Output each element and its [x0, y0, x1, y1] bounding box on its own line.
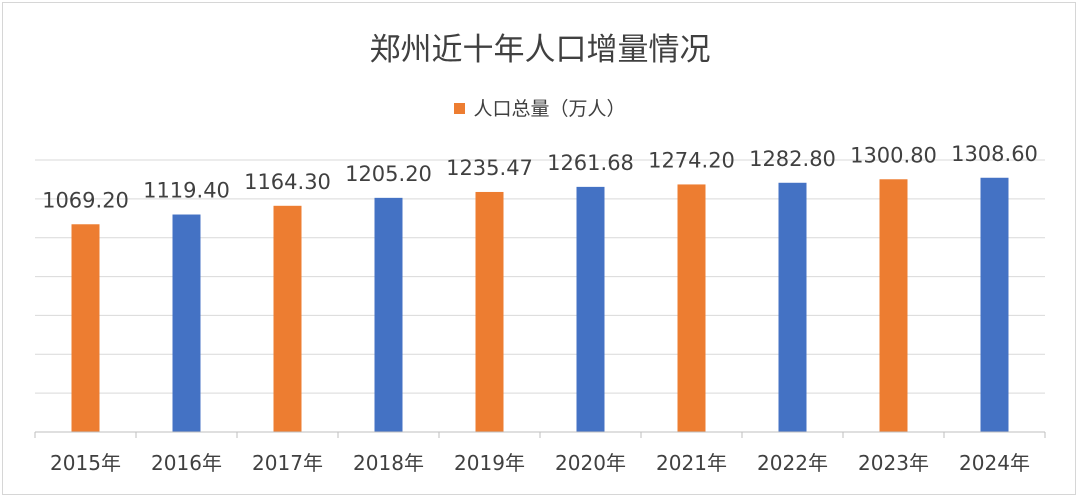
- x-tick-label-6: 2021年: [656, 451, 727, 475]
- data-label-8: 1300.80: [850, 143, 937, 167]
- legend-swatch: [454, 103, 466, 114]
- legend: 人口总量（万人）: [0, 94, 1080, 121]
- x-tick-label-4: 2019年: [454, 451, 525, 475]
- bar-1: [172, 214, 201, 432]
- x-tick-label-5: 2020年: [555, 451, 626, 475]
- x-tick-label-3: 2018年: [353, 451, 424, 475]
- chart-title: 郑州近十年人口增量情况: [369, 32, 711, 68]
- bar-5: [576, 186, 605, 432]
- bar-7: [778, 182, 807, 432]
- data-label-9: 1308.60: [951, 142, 1038, 166]
- bar-3: [374, 197, 403, 432]
- data-label-1: 1119.40: [143, 179, 230, 203]
- data-label-4: 1235.47: [446, 156, 533, 180]
- legend-label: 人口总量（万人）: [473, 98, 626, 120]
- x-tick-label-8: 2023年: [858, 451, 929, 475]
- data-label-7: 1282.80: [749, 147, 836, 171]
- bar-8: [879, 179, 908, 432]
- x-tick-label-0: 2015年: [50, 451, 121, 475]
- bars: [71, 177, 1009, 432]
- x-tick-label-1: 2016年: [151, 451, 222, 475]
- x-tick-label-7: 2022年: [757, 451, 828, 475]
- bar-0: [71, 224, 100, 432]
- data-labels: 1069.20 1119.40 1164.30 1205.20 1235.47 1261.…: [42, 142, 1038, 213]
- bar-2: [273, 205, 302, 432]
- x-axis: [34, 431, 1046, 438]
- x-tick-label-9: 2024年: [959, 451, 1030, 475]
- data-label-5: 1261.68: [547, 151, 634, 175]
- data-label-6: 1274.20: [648, 148, 735, 172]
- x-tick-labels: 2015年 2016年 2017年 2018年 2019年 2020年 2021年 2022年…: [50, 451, 1030, 475]
- bar-9: [980, 177, 1009, 432]
- data-label-0: 1069.20: [42, 188, 129, 212]
- bar-6: [677, 184, 706, 432]
- x-tick-label-2: 2017年: [252, 451, 323, 475]
- bar-4: [475, 191, 504, 432]
- data-label-2: 1164.30: [244, 170, 331, 194]
- data-label-3: 1205.20: [345, 162, 432, 186]
- gridlines: [35, 159, 1045, 394]
